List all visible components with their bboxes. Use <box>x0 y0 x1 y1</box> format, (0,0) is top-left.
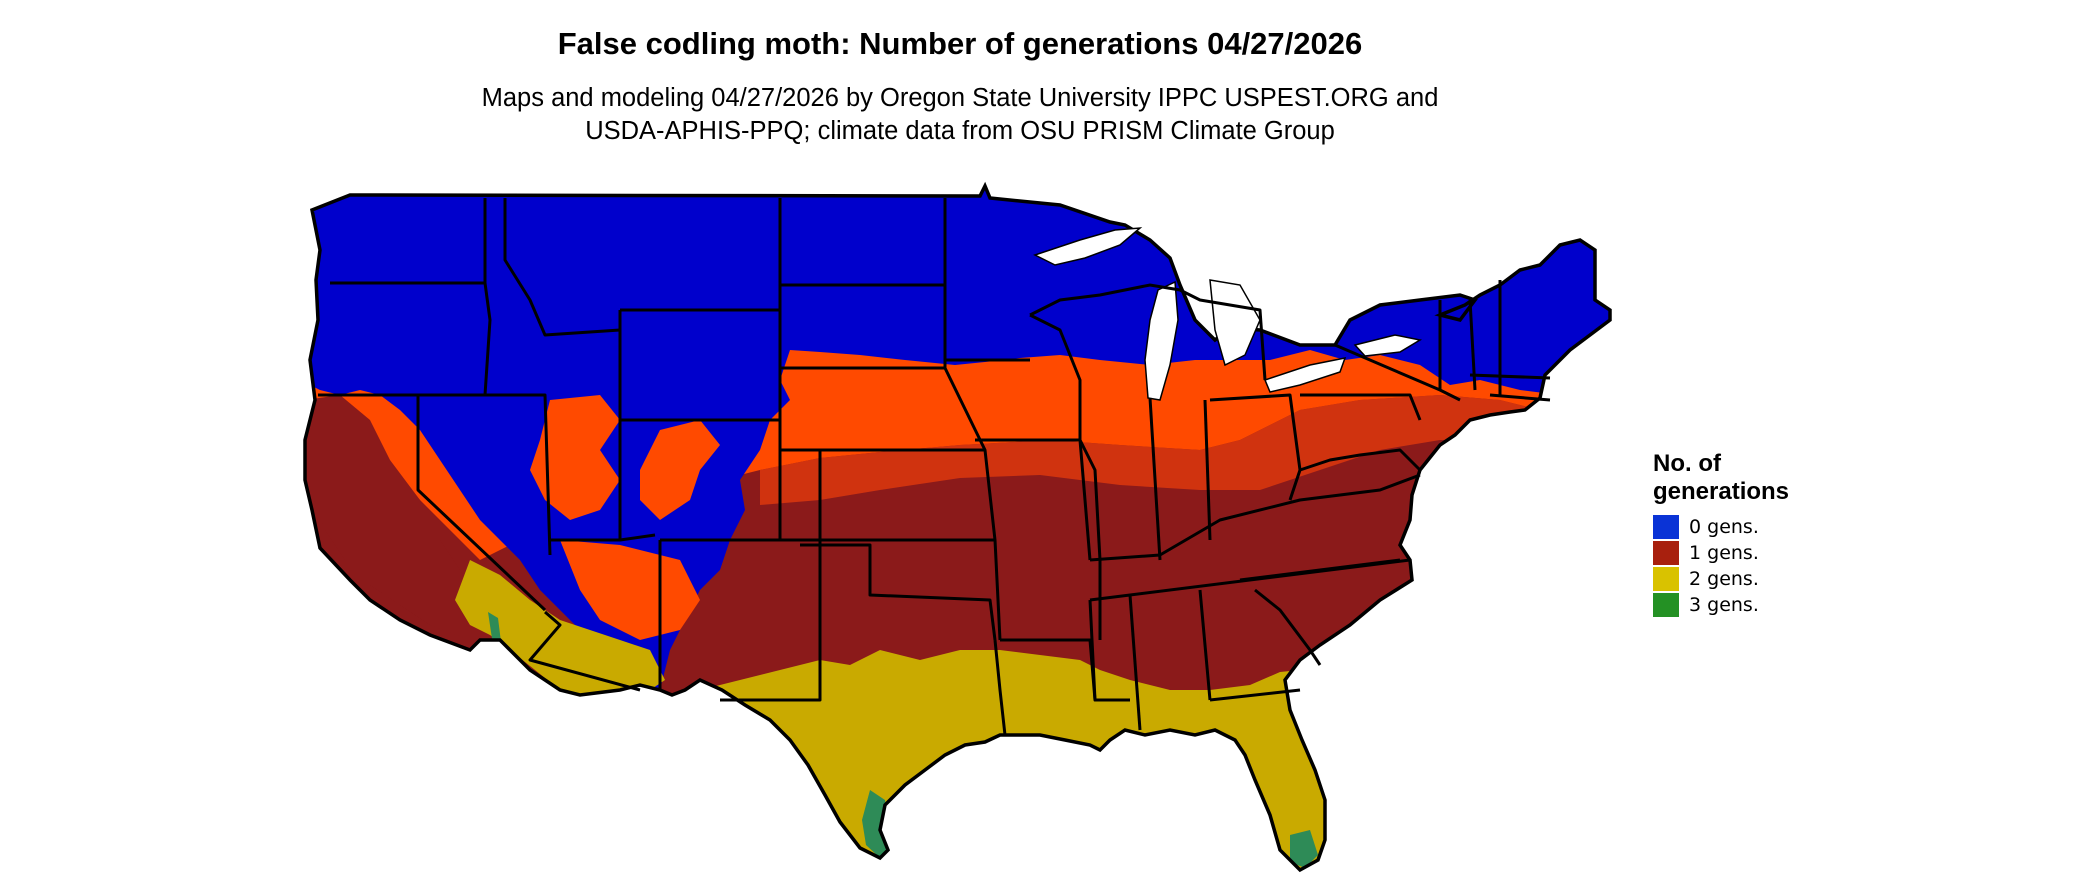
zone-three-gen-florida <box>1290 830 1318 868</box>
zone-transition-dark <box>760 395 1610 505</box>
map-title: False codling moth: Number of generation… <box>557 26 1363 61</box>
legend-label-0: 0 gens. <box>1689 516 1759 538</box>
lake-superior <box>1033 227 1143 266</box>
zone-transition-colorado <box>640 420 720 520</box>
legend-title-line-2: generations <box>1653 478 1790 505</box>
legend-swatch-0 <box>1653 515 1679 539</box>
legend-swatch-2 <box>1653 567 1679 591</box>
zone-one-gen-pacific <box>305 395 500 640</box>
zone-two-gen-arizona <box>455 560 665 695</box>
legend-swatch-1 <box>1653 541 1679 565</box>
legend-label-2: 2 gens. <box>1689 568 1759 590</box>
legend-item-2: 2 gens. <box>1653 566 1913 592</box>
lake-ontario <box>1353 334 1423 357</box>
lake-michigan <box>1144 280 1179 401</box>
zone-two-gen-gulf <box>700 650 1325 870</box>
legend: No. of generations 0 gens. 1 gens. 2 gen… <box>1653 450 1913 618</box>
subtitle-line-1: Maps and modeling 04/27/2026 by Oregon S… <box>481 84 1439 112</box>
legend-title: No. of generations <box>1653 450 1913 506</box>
zone-transition-west <box>530 395 620 520</box>
legend-label-3: 3 gens. <box>1689 594 1759 616</box>
legend-title-line-1: No. of <box>1653 450 1721 477</box>
legend-item-0: 0 gens. <box>1653 514 1913 540</box>
legend-item-1: 1 gens. <box>1653 540 1913 566</box>
subtitle-line-2: USDA-APHIS-PPQ; climate data from OSU PR… <box>585 117 1335 145</box>
legend-swatch-3 <box>1653 593 1679 617</box>
lake-erie <box>1263 357 1347 393</box>
legend-item-3: 3 gens. <box>1653 592 1913 618</box>
legend-label-1: 1 gens. <box>1689 542 1759 564</box>
zone-transition-plateau <box>560 540 700 640</box>
border-michigan-upper <box>1029 283 1181 317</box>
state-borders <box>318 198 1551 736</box>
map-subtitle: Maps and modeling 04/27/2026 by Oregon S… <box>0 82 1920 148</box>
lake-huron <box>1209 279 1261 367</box>
